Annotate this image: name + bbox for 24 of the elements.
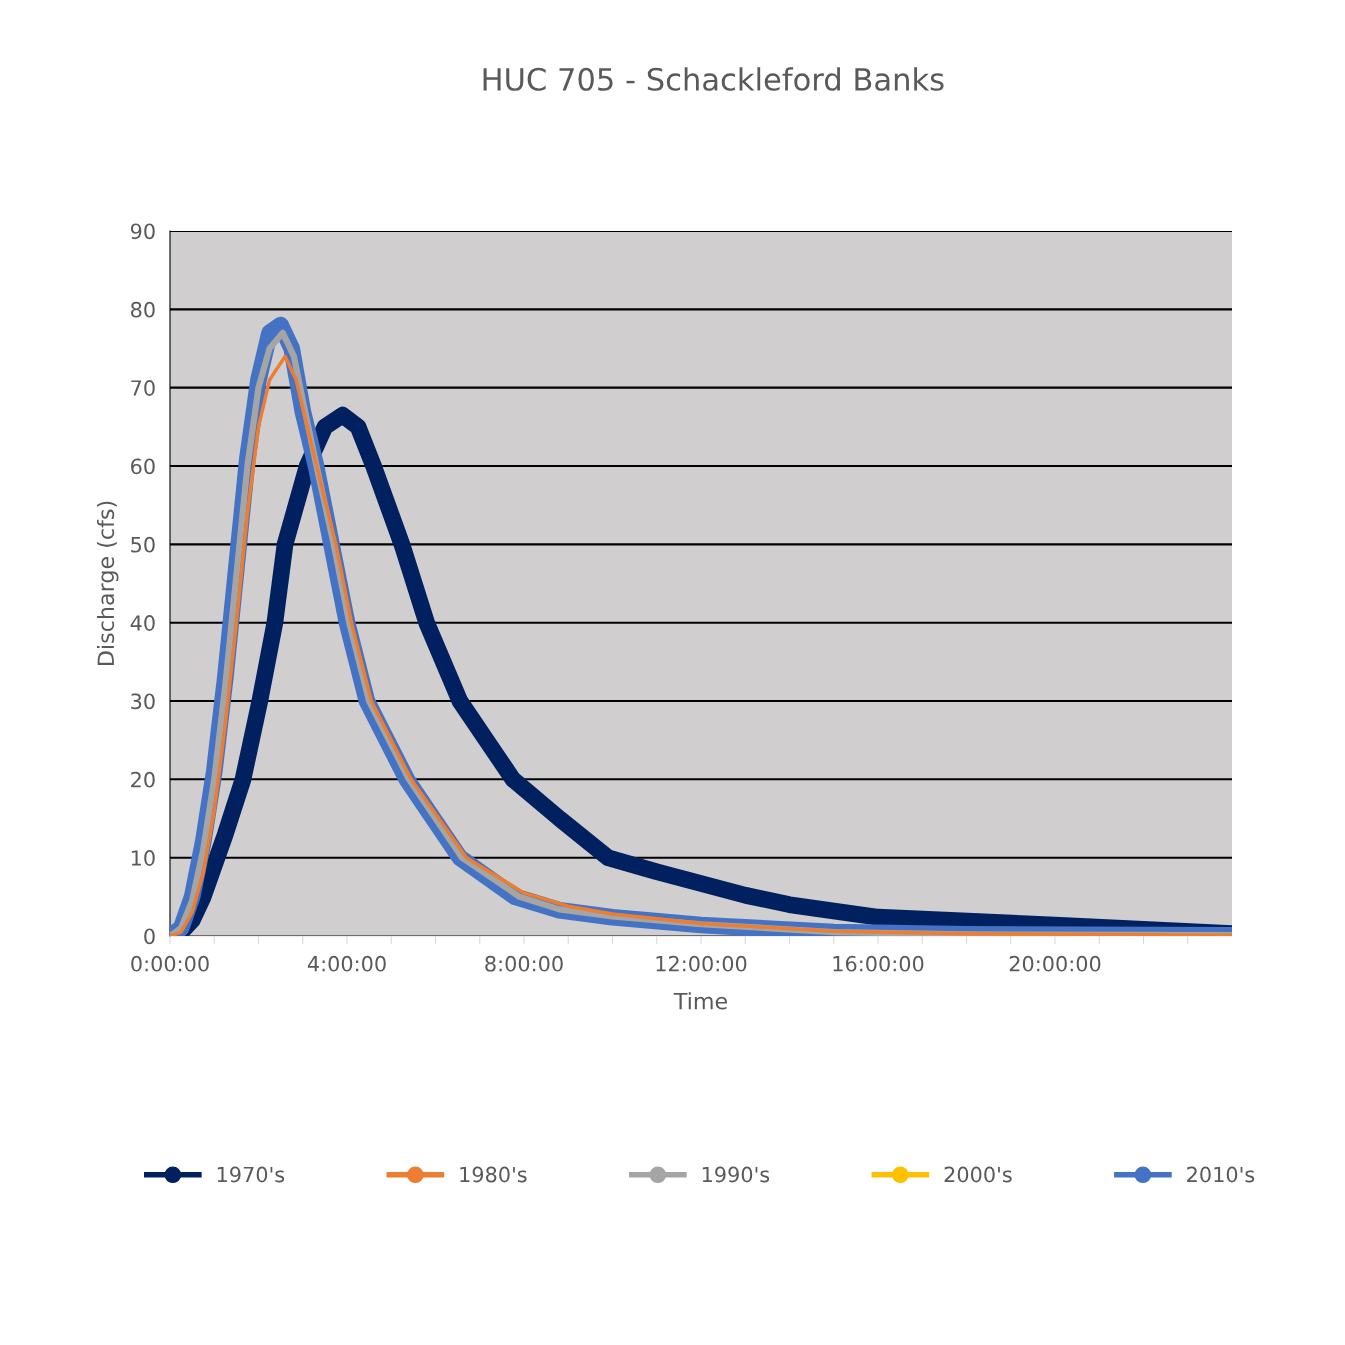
legend-label: 1990's xyxy=(702,1166,770,1183)
y-tick-label: 10 xyxy=(131,850,155,866)
y-tick-label: 60 xyxy=(131,458,155,475)
x-tick-label: 20:00:00 xyxy=(1009,955,1101,972)
y-tick-label: 30 xyxy=(131,693,155,710)
y-tick-label: 50 xyxy=(131,536,155,553)
chart-title: HUC 705 - Schackleford Banks xyxy=(483,67,944,91)
y-tick-label: 70 xyxy=(131,380,155,396)
x-tick-label: 8:00:00 xyxy=(485,955,563,972)
x-tick-label: 0:00:00 xyxy=(131,955,209,972)
y-tick-label: 80 xyxy=(131,301,155,318)
legend-label: 2010's xyxy=(1187,1166,1255,1183)
legend-label: 1980's xyxy=(460,1166,527,1183)
x-tick-label: 4:00:00 xyxy=(307,955,386,972)
y-tick-label: 20 xyxy=(131,771,155,788)
legend-label: 1970's xyxy=(217,1166,285,1183)
x-tick-label: 12:00:00 xyxy=(656,955,747,972)
y-tick-label: 90 xyxy=(130,223,155,240)
x-axis-title: Time xyxy=(673,992,727,1010)
x-tick-label: 16:00:00 xyxy=(833,955,924,972)
legend-label: 2000's xyxy=(944,1166,1012,1183)
y-tick-label: 40 xyxy=(130,615,155,631)
y-axis-title: Discharge (cfs) xyxy=(96,501,119,665)
y-tick-label: 0 xyxy=(144,928,155,945)
